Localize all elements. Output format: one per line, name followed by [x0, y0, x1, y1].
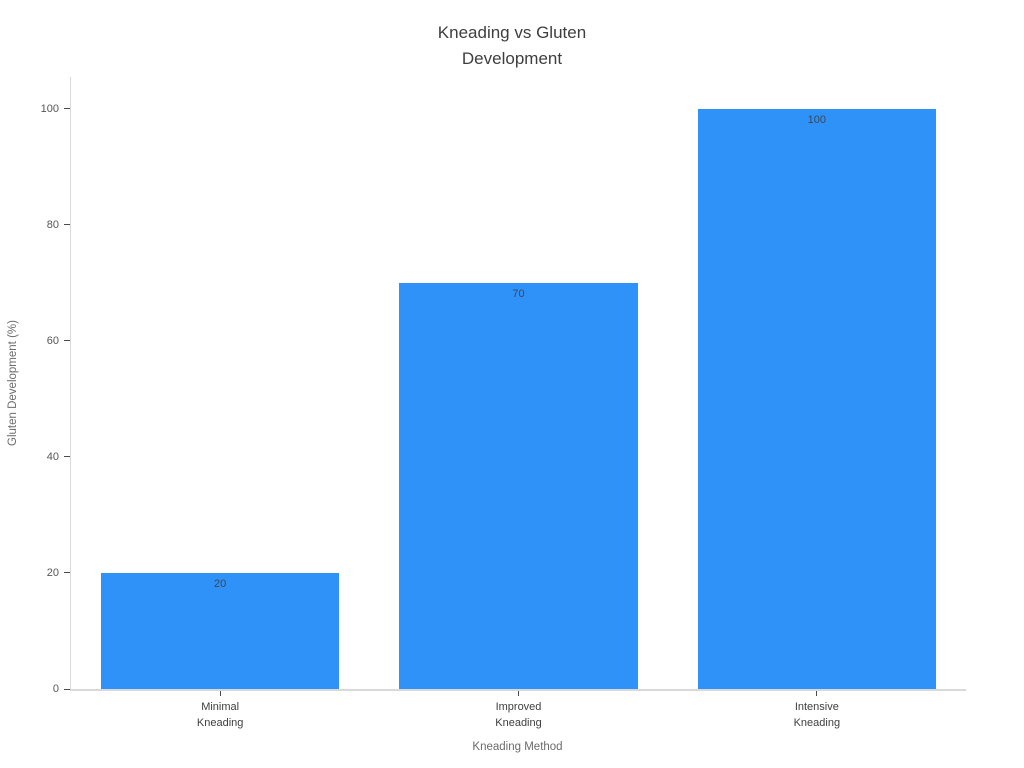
bar-value-label: 20	[214, 577, 227, 590]
x-tick-mark	[219, 691, 221, 696]
y-tick-label: 80	[46, 218, 59, 231]
bar: 20	[100, 572, 340, 689]
bar-value-label: 100	[807, 113, 826, 126]
y-tick-label: 100	[40, 102, 59, 115]
chart-title: Kneading vs Gluten Development	[437, 23, 587, 68]
bar-value-label: 70	[512, 287, 525, 300]
bar: 70	[399, 282, 638, 689]
x-tick-label: Intensive Kneading	[793, 701, 841, 729]
x-tick-label: Improved Kneading	[495, 701, 542, 729]
y-tick-mark	[64, 456, 70, 458]
y-tick-label: 20	[46, 566, 59, 579]
y-tick-mark	[64, 688, 70, 690]
bar: 100	[697, 108, 937, 689]
y-tick-mark	[64, 108, 70, 110]
y-tick-mark	[64, 340, 70, 342]
x-axis-title: Kneading Method	[472, 741, 563, 753]
y-tick-mark	[64, 224, 70, 226]
y-axis-title: Gluten Development (%)	[7, 320, 19, 446]
y-tick-label: 0	[52, 683, 59, 695]
plot-area: 0 20 40 60 80 100 20 Minimal Kneading 70 Improved…	[41, 77, 966, 729]
x-tick-mark	[518, 691, 519, 696]
y-tick-mark	[64, 572, 70, 574]
x-tick-label: Minimal Kneading	[196, 701, 244, 729]
y-tick-label: 40	[46, 450, 59, 463]
x-tick-mark	[816, 691, 818, 696]
y-tick-label: 60	[46, 334, 59, 347]
